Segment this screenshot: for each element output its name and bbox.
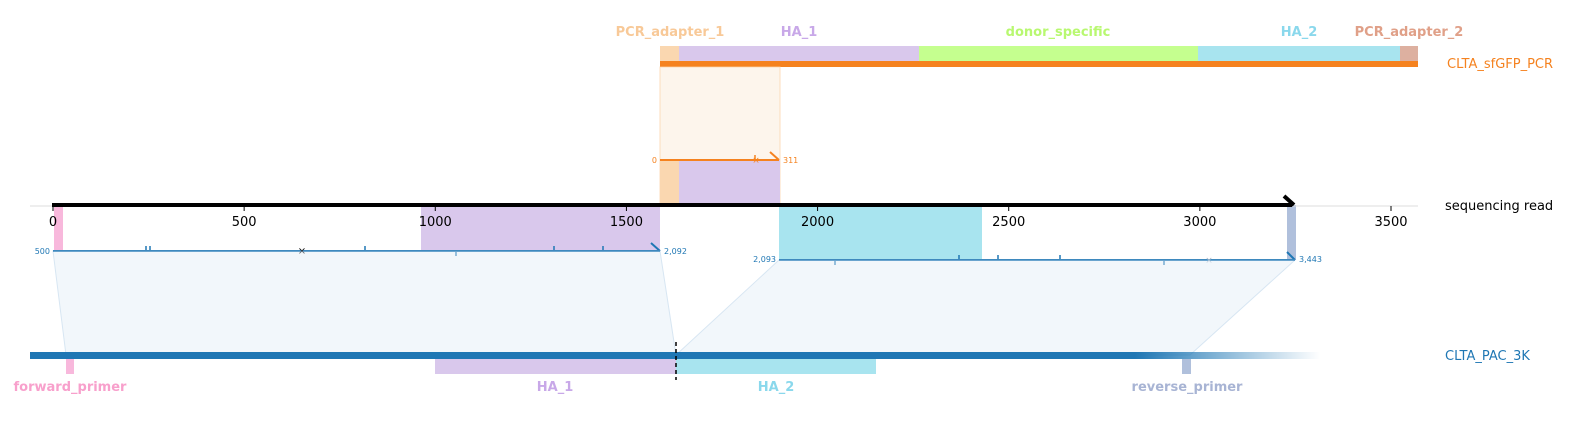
read-alignment-1-arrowhead bbox=[650, 242, 661, 252]
pcr-projection-ha-1 bbox=[679, 160, 780, 205]
pcr-feature-donor-specific bbox=[919, 46, 1198, 61]
pcr-mismatch-mark: × bbox=[752, 156, 760, 166]
read-alignment-1-mismatch: × bbox=[298, 246, 306, 257]
read-axis-tick-label: 3000 bbox=[1183, 215, 1216, 230]
read-feature-ha-2 bbox=[779, 205, 982, 260]
ref-backbone-solid bbox=[30, 352, 1135, 359]
pcr-label-ha-2: HA_2 bbox=[1281, 25, 1318, 40]
read-feature-forward-primer bbox=[54, 205, 63, 251]
read-axis-ticks: 0 500 1000 1500 2000 2500 3000 3500 bbox=[49, 206, 1408, 230]
read-alignment-2-mismatch: × bbox=[1205, 256, 1213, 266]
read-alignment-1-marks bbox=[145, 246, 604, 256]
ref-feature-reverse-primer bbox=[1182, 359, 1191, 374]
read-alignment-2-start-label: 2,093 bbox=[753, 255, 776, 264]
read-alignment-2-marks bbox=[834, 255, 1165, 265]
read-feature-reverse-primer bbox=[1287, 205, 1296, 260]
read-axis-tick-label: 0 bbox=[49, 215, 57, 230]
read-axis-tick-label: 1500 bbox=[610, 215, 643, 230]
alignment-connections bbox=[52, 250, 1297, 356]
read-track: 0 500 1000 1500 2000 2500 3000 3500 sequencing … bbox=[30, 194, 1553, 266]
pcr-projection-adapter-1 bbox=[660, 160, 679, 205]
connection-alignment-2 bbox=[674, 259, 1297, 356]
ref-feature-ha-1 bbox=[435, 359, 676, 374]
read-alignment-1-end-label: 2,092 bbox=[664, 247, 687, 256]
read-axis-tick-label: 3500 bbox=[1374, 215, 1407, 230]
pcr-label-pcr-adapter-2: PCR_adapter_2 bbox=[1355, 25, 1464, 40]
pcr-label-pcr-adapter-1: PCR_adapter_1 bbox=[616, 25, 725, 40]
pcr-feature-ha-1 bbox=[679, 46, 919, 61]
ref-feature-ha-2 bbox=[676, 359, 876, 374]
pcr-alignment-arrowhead bbox=[769, 151, 780, 161]
pcr-track: PCR_adapter_1 HA_1 donor_specific HA_2 P… bbox=[616, 25, 1553, 206]
ref-track: forward_primer HA_1 HA_2 reverse_primer … bbox=[14, 342, 1530, 395]
ref-label-forward-primer: forward_primer bbox=[14, 380, 128, 395]
pcr-alignment-start-label: 0 bbox=[652, 156, 657, 165]
connection-alignment-1 bbox=[52, 250, 677, 356]
read-alignment-1-start-label: 500 bbox=[35, 247, 50, 256]
read-axis-tick-label: 2500 bbox=[992, 215, 1025, 230]
pcr-backbone-line bbox=[660, 61, 1418, 67]
ref-label-reverse-primer: reverse_primer bbox=[1132, 380, 1244, 395]
read-axis-tick-label: 500 bbox=[232, 215, 257, 230]
ref-backbone-fade bbox=[1135, 352, 1320, 359]
read-alignment-2-end-label: 3,443 bbox=[1299, 255, 1322, 264]
read-axis-tick-label: 1000 bbox=[419, 215, 452, 230]
read-alignment-2-arrowhead bbox=[1286, 251, 1296, 261]
read-feature-ha-1 bbox=[421, 205, 660, 251]
read-track-name: sequencing read bbox=[1445, 199, 1553, 214]
read-arrowhead bbox=[1282, 194, 1296, 207]
pcr-feature-ha-2 bbox=[1198, 46, 1400, 61]
read-axis-tick-label: 2000 bbox=[801, 215, 834, 230]
ref-label-ha-1: HA_1 bbox=[537, 380, 574, 395]
pcr-label-ha-1: HA_1 bbox=[781, 25, 818, 40]
pcr-feature-pcr-adapter-2 bbox=[1400, 46, 1418, 61]
pcr-label-donor-specific: donor_specific bbox=[1006, 25, 1111, 40]
ref-label-ha-2: HA_2 bbox=[758, 380, 795, 395]
ref-track-name: CLTA_PAC_3K bbox=[1445, 349, 1530, 364]
pcr-alignment-end-label: 311 bbox=[783, 156, 798, 165]
ref-feature-forward-primer bbox=[66, 359, 74, 374]
pcr-feature-pcr-adapter-1 bbox=[660, 46, 679, 61]
pcr-track-name: CLTA_sfGFP_PCR bbox=[1447, 57, 1553, 72]
